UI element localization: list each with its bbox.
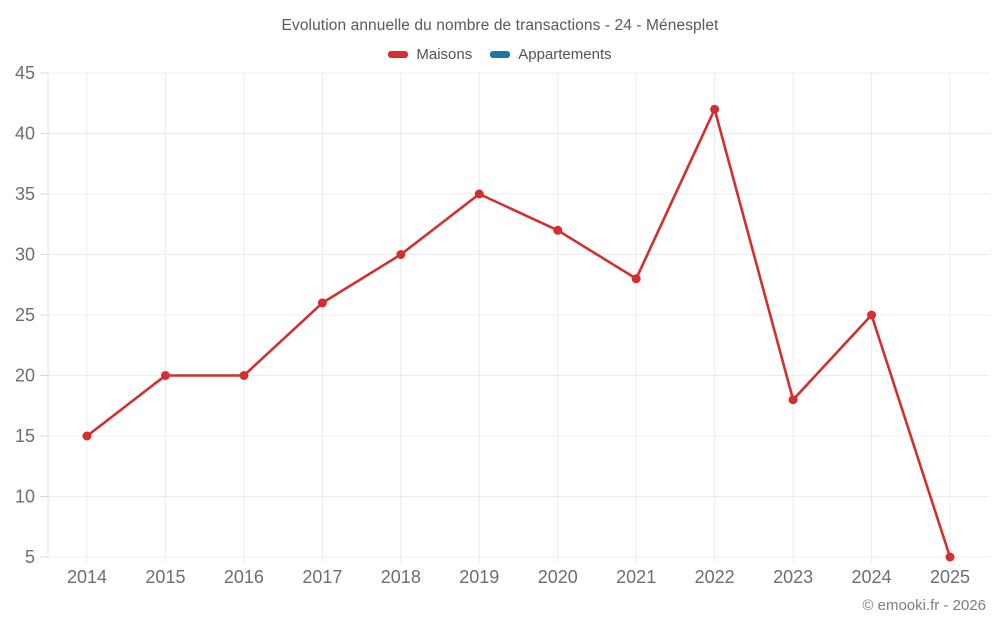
data-point-maisons[interactable]	[396, 250, 406, 259]
data-point-maisons[interactable]	[82, 431, 92, 441]
x-tick-label: 2023	[773, 567, 813, 587]
data-point-maisons[interactable]	[710, 104, 720, 114]
y-tick-label: 10	[15, 487, 35, 507]
y-tick-label: 35	[15, 184, 35, 204]
data-point-maisons[interactable]	[239, 371, 249, 380]
y-tick-label: 30	[15, 245, 35, 265]
legend-label: Appartements	[518, 46, 612, 63]
y-tick-label: 40	[15, 124, 35, 144]
x-tick-label: 2017	[302, 567, 342, 587]
y-tick-label: 20	[15, 366, 35, 386]
series-line-maisons	[85, 108, 952, 559]
legend-item-appartements[interactable]: Appartements	[490, 46, 612, 63]
legend-item-maisons[interactable]: Maisons	[388, 46, 472, 63]
data-point-maisons[interactable]	[945, 552, 955, 562]
x-tick-label: 2020	[538, 567, 578, 587]
legend-marker-icon	[388, 51, 409, 58]
legend-marker-icon	[490, 51, 511, 58]
x-tick-label: 2019	[459, 567, 499, 587]
x-tick-label: 2014	[67, 567, 107, 587]
chart-title: Evolution annuelle du nombre de transact…	[281, 17, 719, 34]
x-tick-label: 2018	[381, 567, 421, 587]
legend-label: Maisons	[416, 46, 473, 63]
x-tick-label: 2022	[695, 567, 735, 587]
chart-legend: Maisons Appartements	[0, 46, 1000, 63]
y-tick-label: 15	[15, 426, 35, 446]
x-tick-label: 2016	[224, 567, 264, 587]
x-tick-label: 2024	[852, 567, 892, 587]
data-point-maisons[interactable]	[631, 274, 641, 284]
data-point-maisons[interactable]	[867, 310, 877, 320]
data-point-maisons[interactable]	[317, 298, 327, 308]
x-tick-label: 2015	[145, 567, 185, 587]
y-tick-label: 5	[25, 547, 35, 567]
data-point-maisons[interactable]	[474, 189, 484, 199]
y-tick-label: 45	[15, 63, 35, 83]
copyright: © emooki.fr - 2026	[862, 597, 986, 614]
x-tick-label: 2021	[616, 567, 656, 587]
data-point-maisons[interactable]	[553, 225, 563, 235]
data-point-maisons[interactable]	[788, 395, 798, 405]
data-point-maisons[interactable]	[160, 371, 170, 380]
y-tick-label: 25	[15, 305, 35, 325]
x-tick-label: 2025	[930, 567, 970, 587]
